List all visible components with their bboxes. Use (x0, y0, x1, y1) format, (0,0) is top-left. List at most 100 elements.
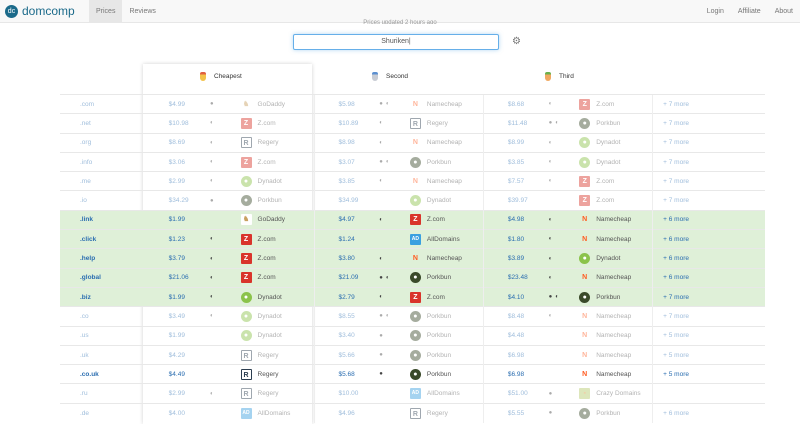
price-link[interactable]: $8.55 (338, 312, 355, 320)
price-link[interactable]: $8.98 (338, 139, 355, 147)
more-registrars-link[interactable]: + 6 more (663, 274, 689, 282)
coupon-icon[interactable]: ◐ (548, 255, 553, 262)
registrar[interactable]: Z Z.com (409, 291, 445, 303)
price-link[interactable]: $1.99 (168, 293, 185, 301)
coupon-icon[interactable]: ◐ (385, 101, 390, 108)
price-link[interactable]: $4.99 (168, 100, 185, 108)
price-link[interactable]: $3.85 (507, 158, 525, 166)
registrar[interactable]: ● Dynadot (579, 137, 620, 149)
registrar[interactable]: ● Dynadot (240, 291, 282, 303)
price-link[interactable]: $1.99 (168, 216, 185, 224)
price-link[interactable]: $2.79 (338, 293, 355, 301)
price-link[interactable]: $11.48 (507, 119, 528, 127)
more-registrars-link[interactable]: + 6 more (663, 216, 689, 224)
price-link[interactable]: $4.49 (168, 370, 185, 378)
price-link[interactable]: $8.99 (507, 139, 525, 147)
registrar[interactable]: N Namecheap (579, 350, 631, 361)
coupon-icon[interactable]: ◐ (548, 313, 553, 320)
tld-link[interactable]: .link (80, 216, 94, 224)
price-link[interactable]: $4.29 (168, 351, 185, 359)
registrar[interactable]: ● Porkbun (579, 117, 620, 129)
tld-link[interactable]: .io (80, 197, 87, 205)
coupon-icon[interactable]: ◐ (209, 178, 214, 185)
info-icon[interactable]: ● (548, 294, 553, 301)
price-link[interactable]: $3.89 (507, 255, 525, 263)
more-registrars-link[interactable]: + 7 more (663, 197, 689, 205)
registrar[interactable]: AD AllDomains (409, 388, 460, 400)
coupon-icon[interactable]: ◐ (209, 313, 214, 320)
registrar[interactable]: AD AllDomains (409, 233, 460, 245)
registrar[interactable]: R Regery (409, 407, 448, 419)
price-link[interactable]: $3.85 (338, 177, 355, 185)
price-link[interactable]: $8.48 (507, 312, 525, 320)
registrar[interactable]: ● Dynadot (579, 156, 620, 168)
price-link[interactable]: $4.00 (168, 409, 185, 417)
tld-link[interactable]: .global (80, 274, 101, 282)
price-link[interactable]: $5.98 (338, 100, 355, 108)
price-link[interactable]: $1.99 (168, 332, 185, 340)
more-registrars-link[interactable]: + 7 more (663, 158, 689, 166)
coupon-icon[interactable]: ◐ (209, 390, 214, 397)
info-icon[interactable]: ● (379, 371, 383, 378)
registrar[interactable]: R Regery (240, 349, 279, 361)
coupon-icon[interactable]: ◐ (548, 274, 553, 281)
registrar[interactable]: ♞ GoDaddy (240, 98, 285, 110)
nav-about[interactable]: About (774, 7, 793, 15)
registrar[interactable]: N Namecheap (579, 330, 631, 341)
tld-link[interactable]: .me (80, 177, 91, 185)
price-link[interactable]: $4.97 (338, 216, 355, 224)
registrar[interactable]: Z Z.com (579, 195, 614, 207)
registrar[interactable]: N Namecheap (579, 311, 631, 322)
registrar[interactable]: ● Porkbun (409, 368, 451, 380)
coupon-icon[interactable]: ◐ (555, 120, 559, 127)
price-link[interactable]: $5.66 (338, 351, 355, 359)
nav-prices[interactable]: Prices (89, 0, 123, 23)
more-registrars-link[interactable]: + 5 more (663, 351, 689, 359)
coupon-icon[interactable]: ◐ (209, 159, 214, 166)
tld-link[interactable]: .ru (80, 390, 88, 398)
registrar[interactable]: Z Z.com (240, 117, 276, 129)
nav-affiliate[interactable]: Affiliate (737, 7, 761, 15)
registrar[interactable]: R Regery (409, 117, 448, 129)
info-icon[interactable]: ● (548, 410, 553, 417)
more-registrars-link[interactable]: + 7 more (663, 177, 689, 185)
price-link[interactable]: $2.99 (168, 177, 185, 185)
price-link[interactable]: $34.29 (168, 197, 189, 205)
coupon-icon[interactable]: ◐ (548, 159, 553, 166)
coupon-icon[interactable]: ◐ (379, 294, 383, 301)
info-icon[interactable]: ● (379, 313, 383, 320)
registrar[interactable]: Z Z.com (240, 253, 276, 265)
registrar[interactable]: N Namecheap (410, 137, 462, 148)
coupon-icon[interactable]: ◐ (548, 178, 553, 185)
tld-link[interactable]: .co.uk (80, 370, 99, 378)
coupon-icon[interactable]: ◐ (209, 139, 214, 146)
registrar[interactable]: ● Dynadot (579, 253, 620, 265)
price-link[interactable]: $3.07 (338, 158, 355, 166)
domain-search-input[interactable]: Shuriken| (293, 34, 499, 50)
registrar[interactable]: Z Z.com (240, 272, 276, 284)
tld-link[interactable]: .help (80, 255, 96, 263)
price-link[interactable]: $21.06 (168, 274, 189, 282)
info-icon[interactable]: ● (209, 101, 214, 108)
coupon-icon[interactable]: ◐ (548, 139, 553, 146)
price-link[interactable]: $8.68 (507, 100, 525, 108)
registrar[interactable]: ● Dynadot (240, 175, 282, 187)
registrar[interactable]: N Namecheap (579, 272, 631, 283)
registrar[interactable]: R Regery (240, 388, 279, 400)
price-link[interactable]: $10.98 (168, 119, 189, 127)
price-link[interactable]: $3.79 (168, 255, 185, 263)
tld-link[interactable]: .de (80, 409, 90, 417)
price-link[interactable]: $2.99 (168, 390, 185, 398)
price-link[interactable]: $21.09 (338, 274, 359, 282)
nav-reviews[interactable]: Reviews (129, 7, 156, 15)
info-icon[interactable]: ● (379, 159, 383, 166)
coupon-icon[interactable]: ◐ (209, 255, 214, 262)
coupon-icon[interactable]: ◐ (379, 178, 383, 185)
price-link[interactable]: $6.98 (507, 351, 525, 359)
registrar[interactable]: N Namecheap (579, 214, 631, 225)
tld-link[interactable]: .uk (80, 351, 89, 359)
registrar[interactable]: ♞ GoDaddy (240, 214, 285, 226)
info-icon[interactable]: ● (379, 352, 383, 358)
price-link[interactable]: $1.23 (168, 235, 185, 243)
coupon-icon[interactable]: ◐ (548, 216, 553, 223)
